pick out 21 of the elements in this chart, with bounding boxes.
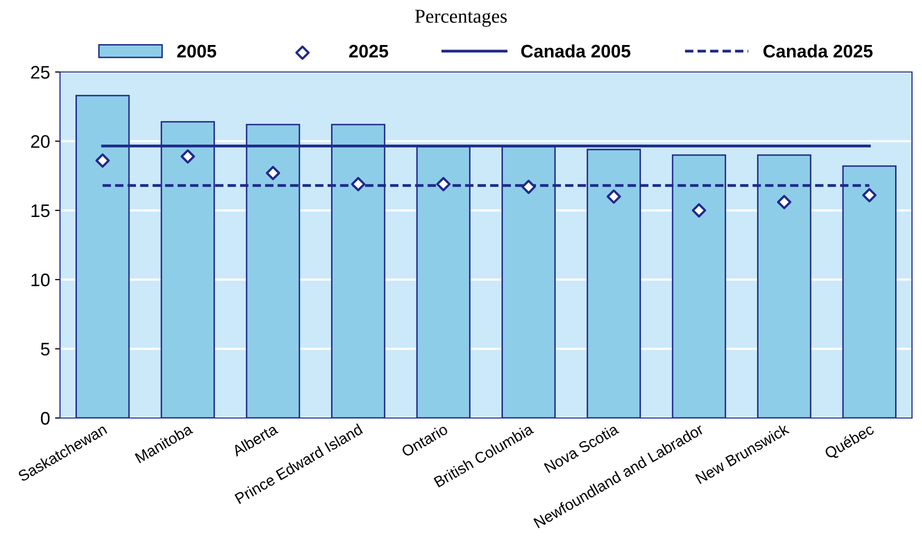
legend-label: 2005 (177, 44, 216, 58)
legend-label: Canada 2025 (763, 44, 873, 58)
point (266, 166, 280, 180)
y-tick-label: 25 (31, 66, 50, 79)
point (777, 194, 792, 210)
point (351, 176, 366, 192)
y-tick-label: 20 (31, 135, 50, 148)
point (95, 153, 110, 168)
point (180, 149, 195, 164)
chart-title: Percentages (415, 10, 507, 27)
legend-label: Canada 2005 (521, 44, 630, 58)
point (521, 180, 536, 194)
point (436, 176, 451, 192)
y-tick-label: 5 (40, 342, 50, 356)
y-tick-label: 0 (40, 412, 50, 425)
y-tick-label: 10 (32, 274, 50, 286)
point (862, 188, 877, 202)
y-tick-label: 15 (32, 204, 50, 218)
legend-label: 2025 (349, 44, 388, 58)
point (692, 203, 706, 218)
point (606, 189, 621, 204)
